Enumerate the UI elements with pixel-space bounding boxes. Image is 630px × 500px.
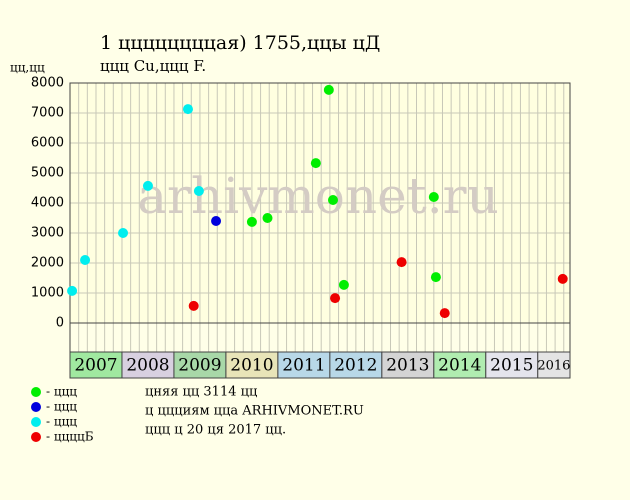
- year-label: 2007: [74, 356, 117, 376]
- data-point: [246, 216, 257, 227]
- note: цняя цц 3114 цц: [145, 385, 257, 400]
- y-tick-label: 0: [56, 316, 64, 331]
- year-cell: [277, 351, 331, 379]
- legend-marker: [31, 432, 41, 442]
- y-tick-label: 5000: [31, 166, 64, 181]
- watermark: arhivmonet.ru: [137, 167, 499, 225]
- y-tick-label: 1000: [31, 286, 64, 301]
- data-point: [310, 158, 321, 169]
- legend-label: - ццц: [46, 415, 77, 429]
- y-tick-label: 8000: [31, 76, 64, 91]
- data-point: [338, 279, 349, 290]
- year-cell: [433, 351, 487, 379]
- year-cell: [537, 351, 571, 379]
- y-axis-label: цц,цц: [10, 61, 45, 75]
- year-label: 2012: [334, 356, 377, 376]
- data-point: [193, 186, 204, 196]
- year-label: 2011: [282, 356, 325, 376]
- year-label: 2009: [178, 356, 221, 376]
- legend-marker: [31, 387, 41, 397]
- year-label: 2013: [386, 356, 429, 376]
- note: ццц ц 20 ця 2017 цц.: [145, 423, 286, 438]
- data-point: [80, 255, 91, 265]
- year-cell: [329, 351, 383, 379]
- chart-title: 1 ццццццццая) 1755,ццы цД: [100, 32, 380, 54]
- y-tick-label: 3000: [31, 226, 64, 241]
- legend-label: - ццц: [46, 385, 77, 399]
- legend-marker: [31, 402, 41, 412]
- legend-label: - ццццБ: [46, 430, 94, 444]
- data-point: [428, 192, 439, 202]
- year-label: 2010: [230, 356, 273, 376]
- year-cell: [485, 351, 539, 379]
- data-point: [557, 273, 568, 284]
- y-tick-label: 4000: [31, 196, 64, 211]
- data-point: [262, 213, 273, 223]
- year-label: 2014: [438, 356, 481, 376]
- data-point: [330, 293, 341, 304]
- year-label: 2008: [126, 356, 169, 376]
- data-point: [323, 84, 334, 95]
- legend-label: - ццц: [46, 400, 77, 414]
- chart-subtitle: ццц Cu,ццц F.: [100, 57, 206, 75]
- year-cell: [173, 351, 227, 379]
- data-point: [439, 308, 450, 319]
- data-point: [396, 257, 407, 268]
- data-point: [182, 104, 193, 115]
- data-point: [188, 300, 199, 311]
- data-point: [211, 216, 222, 226]
- year-cell: [121, 351, 175, 379]
- data-point: [327, 195, 338, 205]
- data-point: [142, 180, 153, 191]
- y-tick-label: 7000: [31, 106, 64, 121]
- year-label: 2015: [490, 356, 533, 376]
- legend-marker: [31, 417, 41, 427]
- y-tick-label: 2000: [31, 256, 64, 271]
- year-label: 2016: [537, 359, 570, 374]
- y-tick-label: 6000: [31, 136, 64, 151]
- note: ц ццциям цца ARHIVMONET.RU: [145, 404, 364, 419]
- data-point: [430, 272, 441, 283]
- data-point: [67, 285, 78, 296]
- data-point: [118, 228, 129, 238]
